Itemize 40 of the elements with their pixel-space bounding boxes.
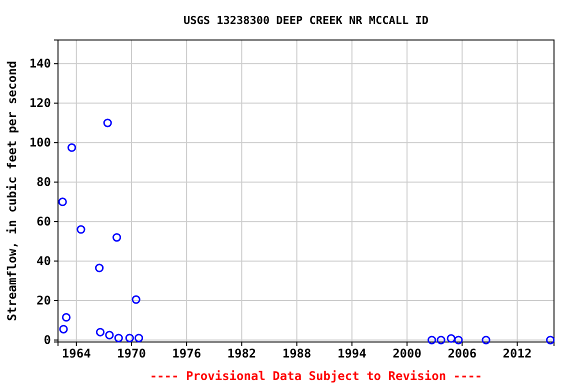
point [436,336,446,344]
point [132,295,140,304]
y-tick-label: 20 [36,293,51,308]
point [67,143,76,152]
point [125,334,134,342]
x-tick-label: 1964 [62,346,91,361]
point [62,313,71,322]
point [482,336,490,344]
y-axis-title: Streamflow, in cubic feet per second [5,60,19,322]
y-tick-label: 120 [29,96,51,110]
y-tick-label: 80 [36,174,51,189]
chart-title: USGS 13238300 DEEP CREEK NR MCCALL ID [183,14,429,27]
point [103,118,112,128]
y-tick-label: 0 [44,332,51,347]
y-tick-label: 60 [36,214,51,228]
point [546,336,555,344]
x-tick-label: 2012 [502,346,532,361]
point [454,336,463,344]
point [428,336,436,344]
text: ---- Provisional Data Subject to Revision ---- [150,369,482,383]
x-tick-label: 1982 [227,346,256,361]
point [446,334,456,343]
y-tick-label: 40 [36,254,51,268]
point [95,264,104,272]
point [59,324,68,334]
point [96,328,105,336]
x-tick-label: 2000 [392,346,422,361]
point [105,330,114,340]
x-tick-label: 1970 [117,346,146,361]
point [114,334,123,342]
x-tick-label: 1994 [337,346,366,361]
point [58,198,67,206]
point [134,334,144,342]
point [112,233,122,242]
point [76,225,86,234]
y-tick-label: 140 [29,56,51,71]
x-tick-label: 1988 [282,346,312,361]
x-tick-label: 1976 [172,346,202,361]
y-tick-label: 100 [29,135,51,150]
x-tick-label: 2006 [448,346,477,361]
